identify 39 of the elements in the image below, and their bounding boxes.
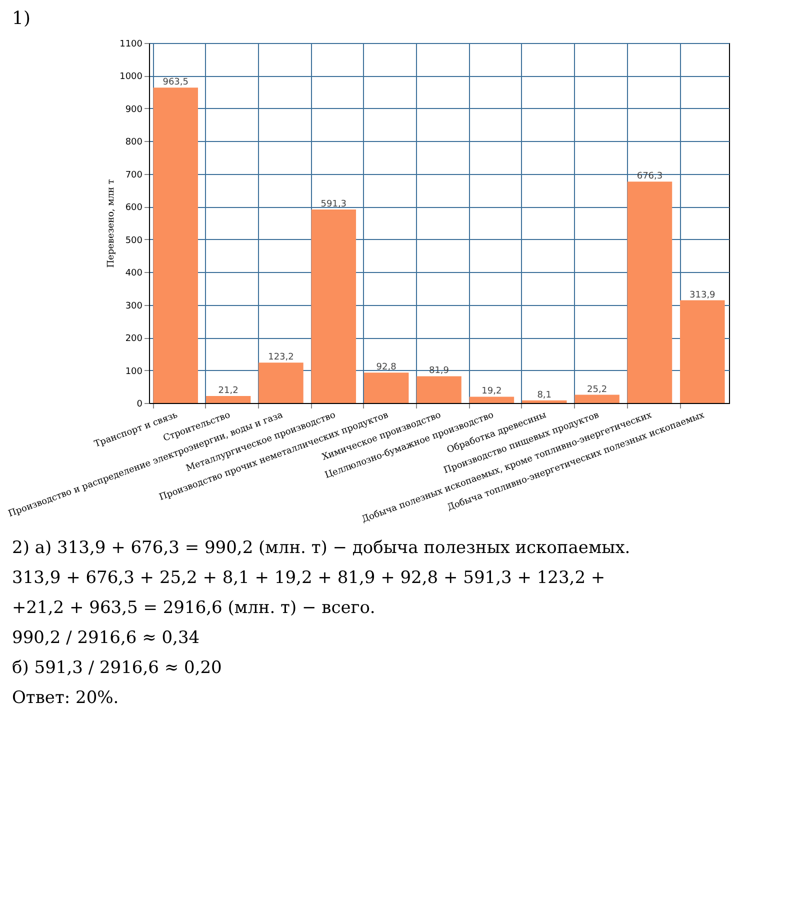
data-label: 25,2 — [587, 384, 608, 395]
y-tick-label: 0 — [136, 400, 143, 410]
text: 1) — [11, 7, 32, 29]
data-label: 21,2 — [218, 386, 238, 396]
text: +21,2 + 963,5 = 2916,6 (млн. т) − всего. — [12, 597, 376, 620]
y-tick-label: 100 — [125, 366, 143, 377]
y-axis-title: Перевезено, млн т — [106, 179, 117, 268]
bar — [574, 394, 620, 403]
y-tick-label: 900 — [125, 104, 143, 115]
bar — [416, 376, 462, 403]
data-label: 591,3 — [320, 199, 347, 210]
y-tick-label: 1100 — [120, 40, 143, 50]
y-tick-label: 500 — [125, 236, 143, 246]
y-tick-label: 800 — [125, 138, 143, 148]
text: Ответ: 20%. — [12, 687, 120, 710]
y-tick-label: 1000 — [120, 72, 143, 82]
bar — [258, 362, 304, 403]
data-label: 8,1 — [537, 390, 552, 400]
bar — [364, 372, 409, 403]
y-tick-label: 200 — [125, 334, 143, 344]
bar — [153, 88, 198, 403]
data-label: 19,2 — [482, 386, 502, 397]
data-label: 963,5 — [162, 78, 188, 88]
bar — [627, 182, 672, 403]
text: 990,2 / 2916,6 ≈ 0,34 — [12, 627, 201, 650]
y-tick-label: 300 — [125, 301, 143, 312]
bar — [311, 209, 356, 403]
y-tick-label: 600 — [125, 203, 143, 214]
text: 2) а) 313,9 + 676,3 = 990,2 (млн. т) − добыча полезных ископаемых. — [12, 537, 632, 560]
data-label: 313,9 — [690, 290, 716, 300]
text: 313,9 + 676,3 + 25,2 + 8,1 + 19,2 + 81,9 + 92,8 + 591,3 + 123,2 + — [12, 567, 606, 590]
y-tick-label: 700 — [125, 170, 143, 180]
bar — [522, 400, 567, 403]
text: б) 591,3 / 2916,6 ≈ 0,20 — [12, 657, 223, 680]
data-label: 123,2 — [268, 352, 294, 363]
bar — [680, 300, 725, 403]
y-tick-label: 400 — [125, 268, 143, 279]
bar — [206, 396, 251, 403]
bar — [469, 396, 514, 403]
